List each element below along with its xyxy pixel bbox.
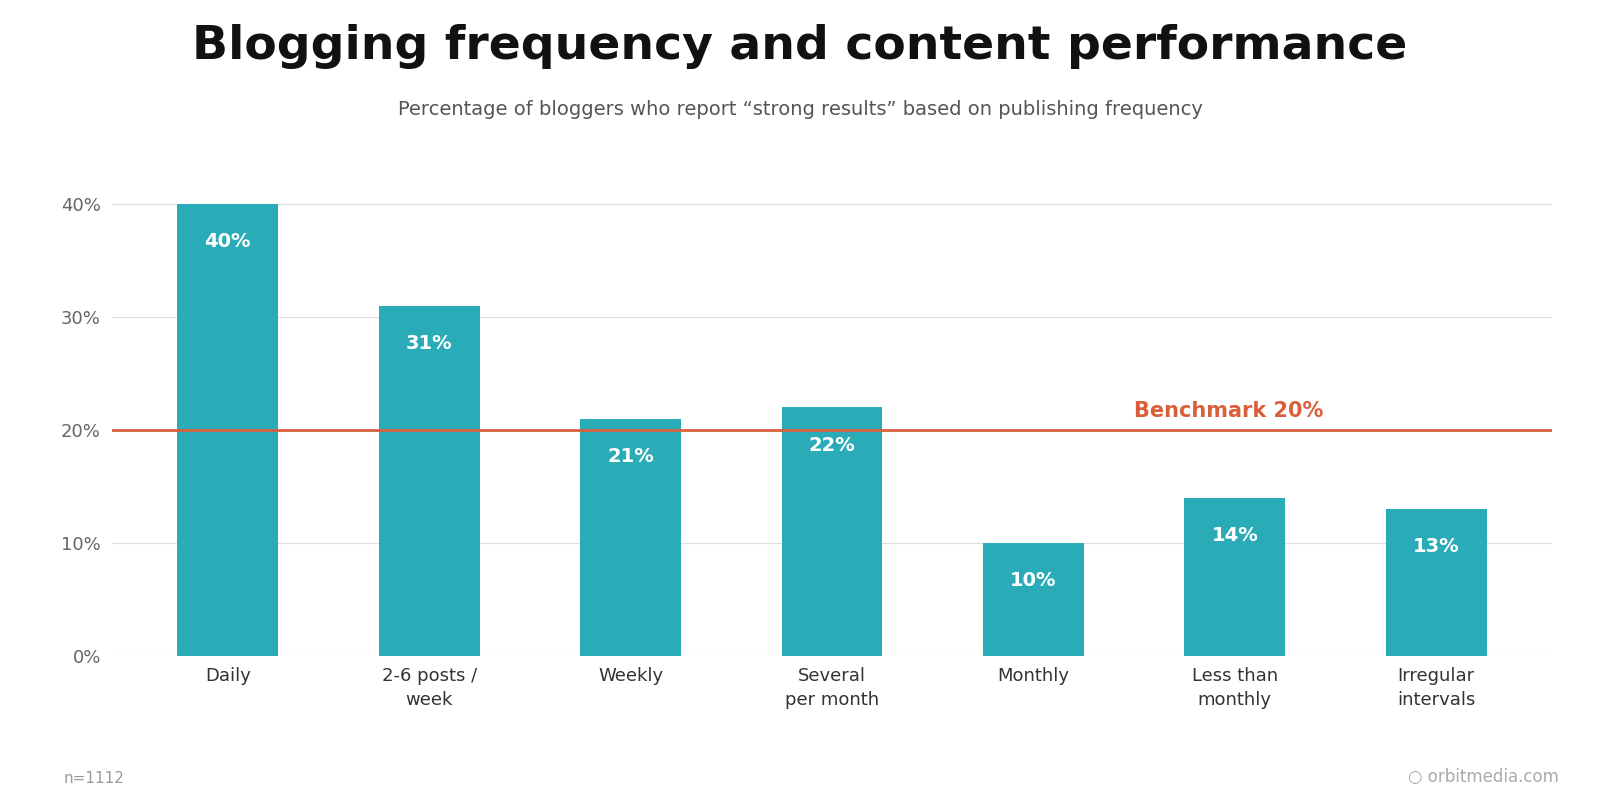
Text: 31%: 31% xyxy=(406,334,453,353)
Text: ○ orbitmedia.com: ○ orbitmedia.com xyxy=(1408,768,1558,786)
Text: 21%: 21% xyxy=(608,447,654,466)
Text: Benchmark 20%: Benchmark 20% xyxy=(1134,401,1323,421)
Text: Blogging frequency and content performance: Blogging frequency and content performan… xyxy=(192,24,1408,69)
Bar xyxy=(1184,498,1285,656)
Text: 40%: 40% xyxy=(205,232,251,251)
Text: 10%: 10% xyxy=(1010,571,1056,590)
Bar xyxy=(178,204,278,656)
Text: Percentage of bloggers who report “strong results” based on publishing frequency: Percentage of bloggers who report “stron… xyxy=(397,100,1203,119)
Text: 13%: 13% xyxy=(1413,538,1459,556)
Bar xyxy=(379,306,480,656)
Text: n=1112: n=1112 xyxy=(64,770,125,786)
Text: 14%: 14% xyxy=(1211,526,1258,545)
Text: 22%: 22% xyxy=(808,435,856,454)
Bar xyxy=(1386,509,1486,656)
Bar xyxy=(581,418,682,656)
Bar xyxy=(782,407,882,656)
Bar xyxy=(982,543,1083,656)
